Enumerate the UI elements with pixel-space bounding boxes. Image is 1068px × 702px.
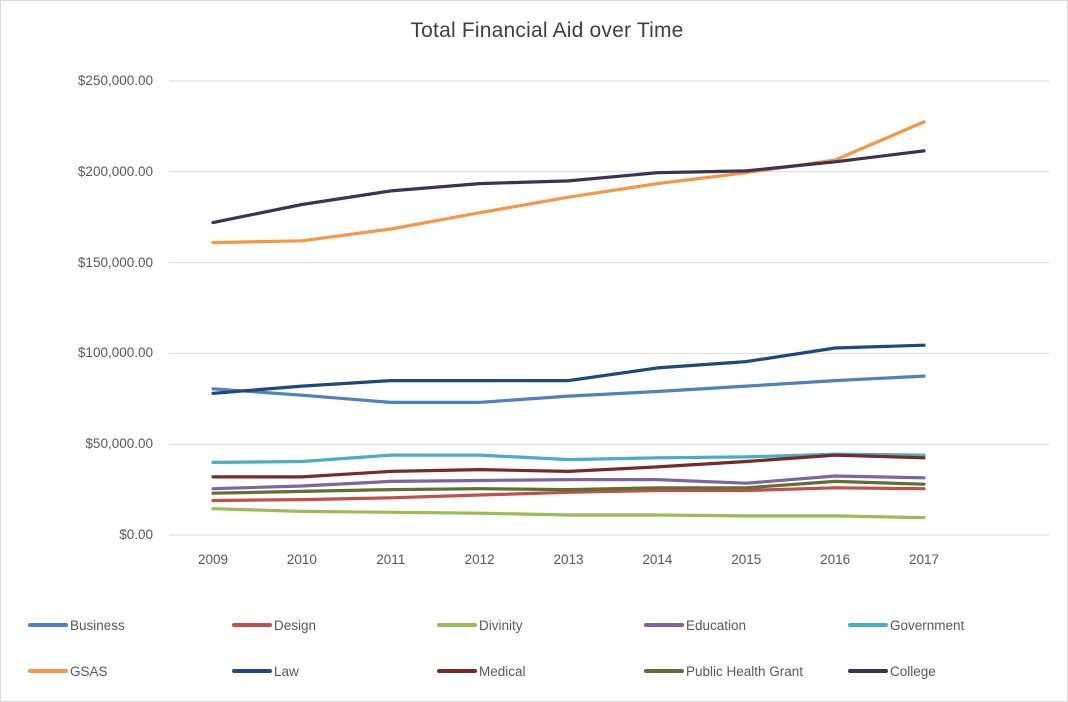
legend-item-law[interactable]: Law [232, 663, 299, 679]
legend-label: Divinity [479, 617, 523, 633]
legend-label: Business [70, 617, 125, 633]
legend-swatch-design [232, 623, 272, 627]
legend-item-government[interactable]: Government [848, 617, 964, 633]
y-axis-tick-label: $250,000.00 [77, 73, 153, 88]
x-axis-tick-label: 2016 [820, 552, 851, 567]
series-line-government[interactable] [211, 452, 926, 464]
series-line-public-health-grant[interactable] [211, 479, 926, 495]
x-axis-tick-label: 2009 [197, 552, 229, 567]
legend-swatch-gsas [28, 669, 68, 673]
chart-title: Total Financial Aid over Time [410, 19, 684, 42]
legend-label: GSAS [70, 663, 108, 679]
x-axis-tick-label: 2012 [464, 552, 495, 567]
legend-swatch-law [232, 669, 272, 673]
series-line-divinity[interactable] [211, 507, 926, 520]
legend-item-public-health-grant[interactable]: Public Health Grant [644, 663, 803, 679]
y-axis-tick-label: $150,000.00 [77, 254, 153, 270]
series-line-design[interactable] [211, 486, 926, 503]
y-axis-tick-label: $200,000.00 [77, 163, 153, 179]
legend-swatch-government [848, 623, 888, 627]
legend-label: Medical [479, 663, 526, 679]
series-line-business[interactable] [211, 374, 926, 404]
legend-item-medical[interactable]: Medical [437, 663, 526, 679]
x-axis-tick-label: 2011 [376, 552, 406, 567]
legend-label: Education [686, 617, 747, 633]
legend-label: Public Health Grant [686, 663, 804, 679]
x-axis-tick-label: 2014 [642, 552, 673, 567]
series-line-education[interactable] [211, 474, 926, 491]
legend-swatch-college [848, 669, 888, 673]
x-axis-tick-label: 2017 [908, 552, 940, 567]
legend-swatch-public-health-grant [644, 669, 684, 673]
legend-swatch-education [644, 623, 684, 627]
x-axis-tick-label: 2013 [553, 552, 584, 567]
y-axis-tick-label: $100,000.00 [77, 345, 153, 361]
legend-item-education[interactable]: Education [644, 617, 746, 633]
legend-swatch-medical [437, 669, 477, 673]
legend-label: Government [890, 617, 965, 633]
legend-label: College [890, 663, 936, 679]
x-axis-tick-label: 2010 [286, 552, 317, 567]
legend-item-college[interactable]: College [848, 663, 936, 679]
legend-item-gsas[interactable]: GSAS [28, 663, 108, 679]
legend-item-design[interactable]: Design [232, 617, 316, 633]
legend-label: Design [274, 617, 317, 633]
series-line-law[interactable] [211, 343, 926, 395]
series-line-college[interactable] [211, 149, 926, 225]
y-axis-tick-label: $50,000.00 [85, 436, 153, 452]
series-line-medical[interactable] [211, 453, 926, 479]
legend-label: Law [274, 663, 299, 679]
y-axis-tick-label: $0.00 [119, 527, 153, 542]
legend-item-business[interactable]: Business [28, 617, 125, 633]
legend-swatch-business [28, 623, 68, 627]
legend-swatch-divinity [437, 623, 477, 627]
x-axis-tick-label: 2015 [731, 552, 762, 567]
legend-item-divinity[interactable]: Divinity [437, 617, 523, 633]
